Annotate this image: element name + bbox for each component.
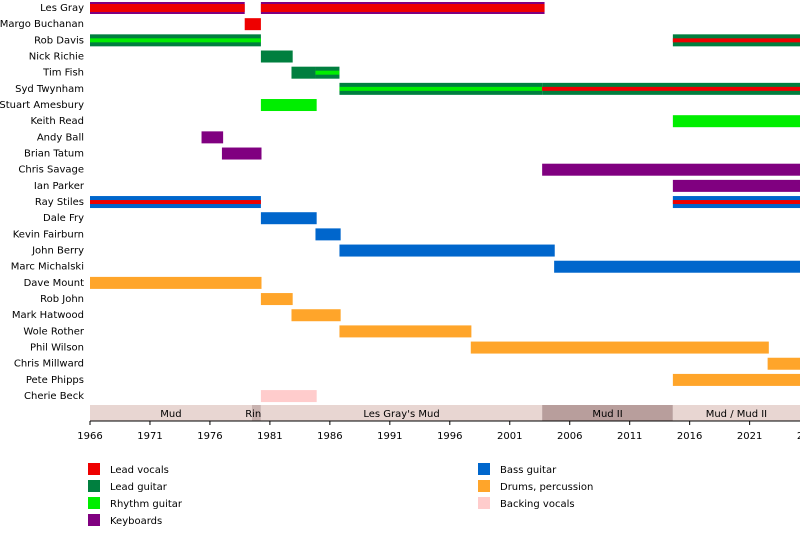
- x-tick-label: 1976: [197, 431, 222, 442]
- era-label: Mud II: [592, 409, 622, 420]
- era-band: [90, 405, 252, 421]
- bar-stripe: [339, 86, 543, 91]
- row-label: Keith Read: [30, 116, 84, 127]
- row-label: Dave Mount: [24, 278, 84, 289]
- bar: [554, 260, 800, 273]
- bar-stripe: [672, 200, 800, 205]
- x-tick-label: 1971: [137, 431, 162, 442]
- legend-swatch: [478, 463, 490, 475]
- x-tick-label: 1966: [77, 431, 102, 442]
- row-label: Syd Twynham: [15, 84, 84, 95]
- bar: [221, 147, 262, 160]
- bar-stripe: [672, 38, 800, 43]
- era-label: Mud / Mud II: [706, 409, 767, 420]
- row-label: Les Gray: [40, 3, 84, 14]
- row-label: Pete Phipps: [26, 375, 84, 386]
- legend-label: Rhythm guitar: [110, 499, 183, 510]
- bar-stripe: [315, 70, 340, 75]
- row-label: Brian Tatum: [24, 149, 84, 160]
- x-tick-label: 1986: [317, 431, 342, 442]
- bar: [201, 131, 224, 144]
- x-tick-label: 2001: [497, 431, 522, 442]
- bar: [260, 99, 317, 112]
- bar: [672, 115, 800, 128]
- era-label: Mud: [160, 409, 181, 420]
- legend-label: Backing vocals: [500, 499, 575, 510]
- row-label: Andy Ball: [37, 132, 84, 143]
- x-tick-label: 2011: [617, 431, 642, 442]
- row-label: Tim Fish: [42, 68, 84, 79]
- bar-stripe: [260, 4, 545, 12]
- era-label: Les Gray's Mud: [363, 409, 439, 420]
- legend-swatch: [88, 514, 100, 526]
- row-label: Ray Stiles: [35, 197, 84, 208]
- row-label: Chris Savage: [18, 165, 84, 176]
- row-label: Marc Michalski: [11, 262, 84, 273]
- bar: [339, 244, 555, 257]
- row-label: Wole Rother: [23, 326, 85, 337]
- row-label: Mark Hatwood: [12, 310, 84, 321]
- legend-swatch: [478, 497, 490, 509]
- bar: [672, 373, 800, 386]
- bar: [542, 163, 800, 176]
- row-label: Rob Davis: [34, 35, 84, 46]
- row-label: Stuart Amesbury: [0, 100, 84, 111]
- bar-stripe: [90, 38, 261, 43]
- bar: [244, 18, 261, 31]
- bar: [339, 325, 472, 338]
- row-label: Phil Wilson: [30, 343, 84, 354]
- legend-swatch: [88, 480, 100, 492]
- row-label: John Berry: [31, 246, 84, 257]
- legend-label: Drums, percussion: [500, 482, 593, 493]
- legend-swatch: [88, 497, 100, 509]
- era-label: Ring: [245, 409, 267, 420]
- row-label: Nick Richie: [29, 52, 84, 63]
- x-tick-label: 1996: [437, 431, 462, 442]
- row-label: Dale Fry: [43, 213, 84, 224]
- legend-label: Lead guitar: [110, 482, 168, 493]
- bar-stripe: [542, 86, 800, 91]
- era-band: [260, 405, 543, 421]
- era-band: [251, 405, 261, 421]
- row-label: Cherie Beck: [24, 391, 84, 402]
- legend-swatch: [478, 480, 490, 492]
- row-label: Chris Millward: [14, 359, 84, 370]
- era-band: [672, 405, 800, 421]
- legend-swatch: [88, 463, 100, 475]
- bar-stripe: [90, 4, 245, 12]
- bar-stripe: [90, 200, 261, 205]
- bar: [260, 390, 317, 403]
- era-band: [542, 405, 673, 421]
- x-tick-label: 2026: [797, 431, 800, 442]
- legend-label: Lead vocals: [110, 465, 169, 476]
- bar: [672, 179, 800, 192]
- x-tick-label: 2021: [737, 431, 762, 442]
- row-label: Margo Buchanan: [0, 19, 84, 30]
- bar: [260, 293, 293, 306]
- legend-label: Bass guitar: [500, 465, 557, 476]
- bar: [90, 276, 262, 289]
- row-label: Rob John: [40, 294, 84, 305]
- bar: [291, 66, 316, 79]
- bar: [470, 341, 769, 354]
- row-label: Ian Parker: [34, 181, 85, 192]
- x-tick-label: 2006: [557, 431, 582, 442]
- bar: [767, 357, 800, 370]
- bar: [315, 228, 341, 241]
- row-label: Kevin Fairburn: [13, 229, 84, 240]
- bar: [291, 309, 341, 322]
- bar: [260, 212, 317, 225]
- x-tick-label: 2016: [677, 431, 702, 442]
- legend-label: Keyboards: [110, 516, 162, 527]
- x-tick-label: 1981: [257, 431, 282, 442]
- bar: [260, 50, 293, 63]
- x-tick-label: 1991: [377, 431, 402, 442]
